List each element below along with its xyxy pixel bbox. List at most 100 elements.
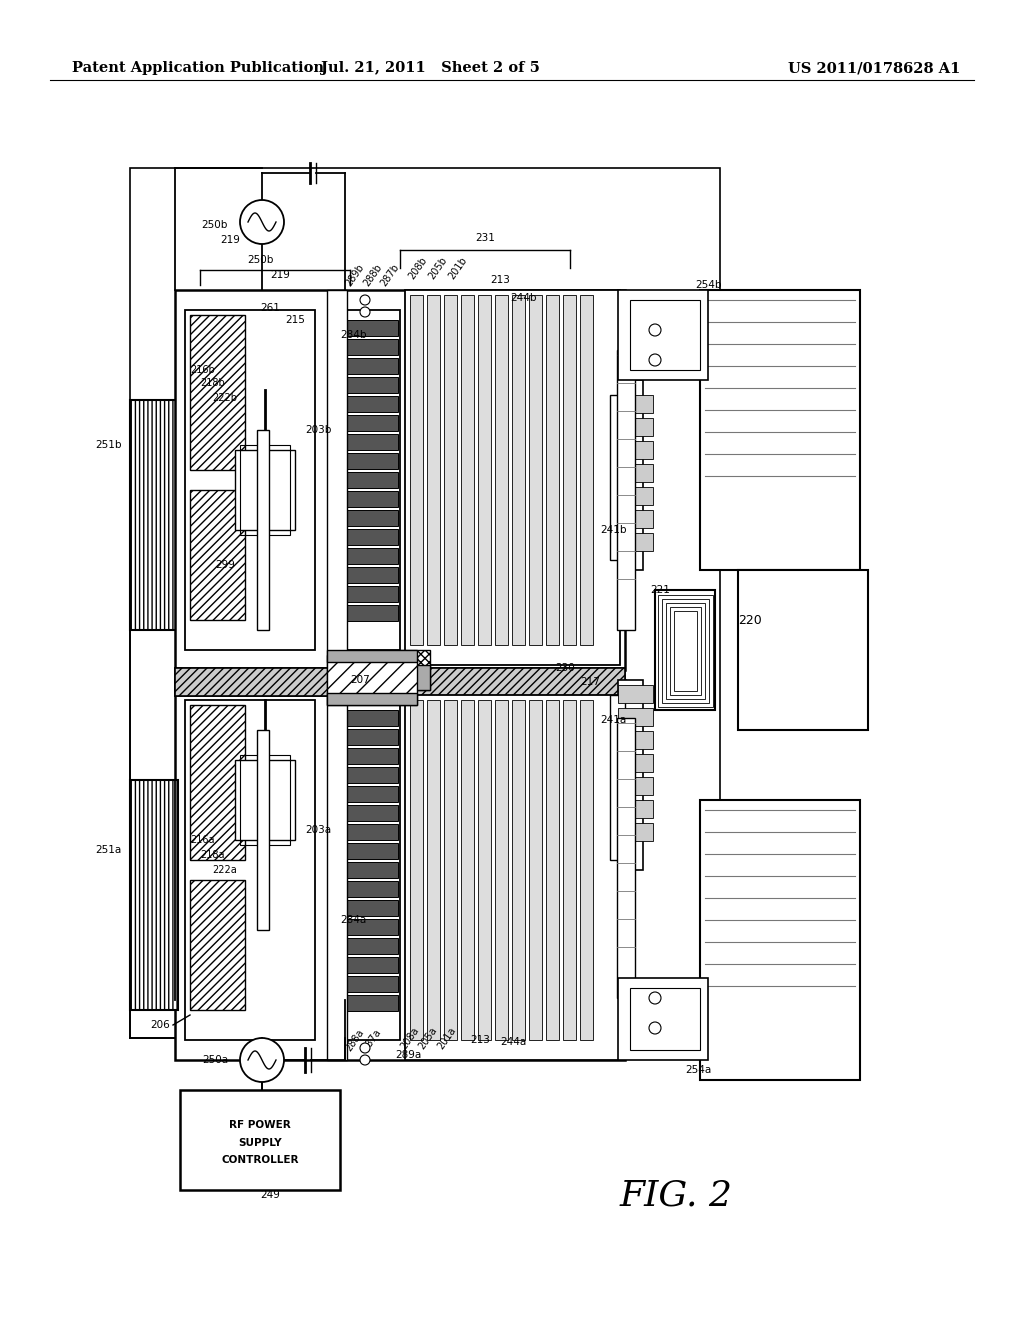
Text: 222b: 222b — [212, 393, 237, 403]
Bar — [175, 290, 625, 671]
Text: US 2011/0178628 A1: US 2011/0178628 A1 — [787, 61, 961, 75]
Text: 241a: 241a — [600, 715, 627, 725]
Bar — [180, 1090, 340, 1191]
Text: 201a: 201a — [436, 1026, 458, 1051]
Bar — [335, 310, 400, 649]
Text: 205b: 205b — [427, 255, 450, 281]
Bar — [190, 315, 245, 470]
Text: 289a: 289a — [395, 1049, 421, 1060]
Text: 284a: 284a — [340, 915, 367, 925]
Text: Jul. 21, 2011   Sheet 2 of 5: Jul. 21, 2011 Sheet 2 of 5 — [321, 61, 540, 75]
Bar — [338, 729, 398, 744]
Circle shape — [240, 1038, 284, 1082]
Bar — [427, 700, 440, 1040]
Bar — [610, 395, 625, 560]
Bar — [617, 718, 635, 998]
Text: 222a: 222a — [212, 865, 237, 875]
Text: 208b: 208b — [407, 255, 429, 281]
Bar — [240, 445, 290, 535]
Text: 205a: 205a — [417, 1026, 439, 1051]
Bar — [338, 805, 398, 821]
Bar — [338, 900, 398, 916]
Circle shape — [649, 323, 662, 337]
Bar — [338, 510, 398, 525]
Text: 201b: 201b — [446, 255, 469, 281]
Text: FIG. 2: FIG. 2 — [620, 1177, 733, 1212]
Text: 220: 220 — [738, 614, 762, 627]
Text: 284b: 284b — [340, 330, 367, 341]
Bar — [338, 785, 398, 803]
Text: 203b: 203b — [305, 425, 332, 436]
Bar — [406, 696, 620, 1060]
Bar — [410, 294, 423, 645]
Bar — [338, 339, 398, 355]
Bar — [618, 441, 653, 459]
Bar — [529, 294, 542, 645]
Text: 219: 219 — [220, 235, 240, 246]
Text: 231: 231 — [475, 234, 495, 243]
Bar — [234, 760, 295, 840]
Bar — [618, 822, 653, 841]
Bar — [327, 290, 347, 1060]
Bar — [257, 730, 269, 931]
Bar — [563, 294, 575, 645]
Text: 249: 249 — [260, 1191, 280, 1200]
Bar — [529, 700, 542, 1040]
Bar — [618, 800, 653, 818]
Bar — [338, 824, 398, 840]
Text: 208a: 208a — [399, 1026, 421, 1051]
Text: 250b: 250b — [202, 220, 228, 230]
Text: 287a: 287a — [360, 1027, 383, 1053]
Text: 216a: 216a — [190, 836, 215, 845]
Bar — [175, 668, 625, 696]
Bar — [338, 358, 398, 374]
Circle shape — [649, 354, 662, 366]
Text: 251b: 251b — [95, 440, 122, 450]
Bar — [580, 700, 593, 1040]
Bar — [338, 453, 398, 469]
Circle shape — [360, 1055, 370, 1065]
Bar — [338, 548, 398, 564]
Bar — [546, 700, 559, 1040]
Bar — [185, 700, 315, 1040]
Text: 289b: 289b — [344, 261, 367, 288]
Text: 299: 299 — [215, 560, 234, 570]
Text: 218a: 218a — [201, 850, 225, 861]
Bar — [618, 708, 653, 726]
Bar — [327, 693, 417, 705]
Bar — [618, 685, 653, 704]
Bar — [185, 310, 315, 649]
Bar — [406, 290, 620, 665]
Circle shape — [649, 1022, 662, 1034]
Text: 254a: 254a — [685, 1065, 712, 1074]
Bar — [338, 396, 398, 412]
Bar — [427, 294, 440, 645]
Text: 218b: 218b — [201, 378, 225, 388]
Bar — [338, 880, 398, 898]
Bar — [618, 510, 653, 528]
Bar — [618, 533, 653, 550]
Bar — [338, 473, 398, 488]
Bar — [630, 300, 700, 370]
Bar — [338, 568, 398, 583]
Text: 244b: 244b — [510, 293, 537, 304]
Bar — [338, 975, 398, 993]
Bar — [444, 294, 457, 645]
Text: RF POWER: RF POWER — [229, 1119, 291, 1130]
Bar — [700, 290, 860, 570]
Circle shape — [360, 294, 370, 305]
Bar — [338, 378, 398, 393]
Bar — [495, 700, 508, 1040]
Bar — [338, 414, 398, 432]
Bar — [175, 680, 625, 1060]
Circle shape — [360, 1043, 370, 1053]
Text: 216b: 216b — [190, 366, 215, 375]
Text: Patent Application Publication: Patent Application Publication — [72, 61, 324, 75]
Bar — [478, 294, 490, 645]
Bar — [338, 605, 398, 620]
Text: 288b: 288b — [361, 261, 384, 288]
Bar — [618, 465, 653, 482]
Bar — [546, 294, 559, 645]
Bar — [512, 700, 525, 1040]
Bar — [130, 400, 178, 630]
